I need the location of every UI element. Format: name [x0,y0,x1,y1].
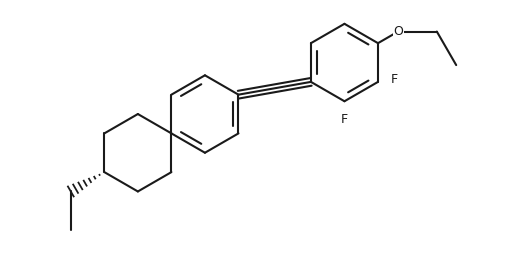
Text: F: F [391,73,398,86]
Text: O: O [393,25,403,38]
Text: F: F [341,114,348,126]
